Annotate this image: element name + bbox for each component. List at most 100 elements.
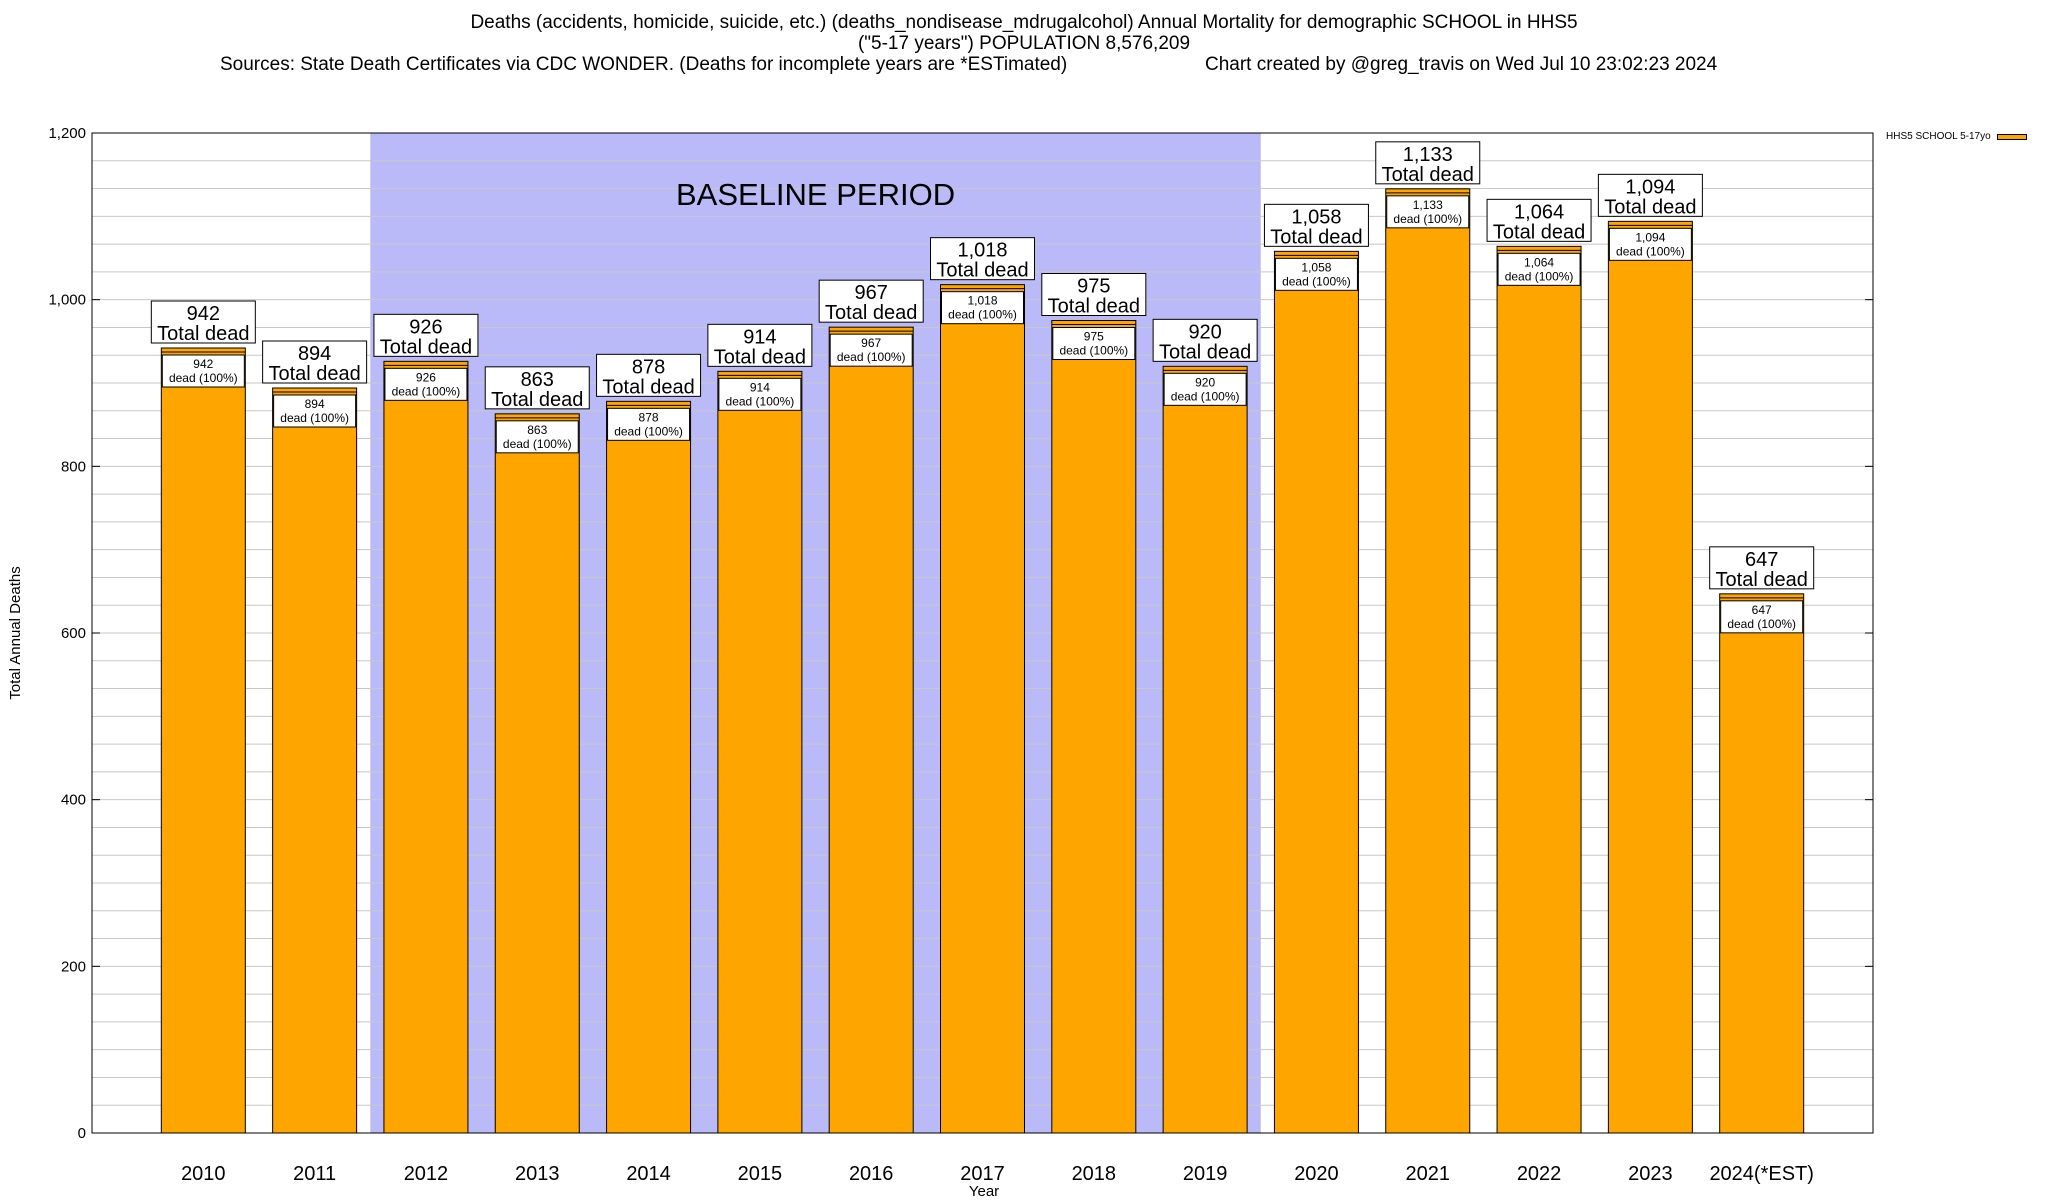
- bar: [1719, 593, 1805, 1134]
- inner-label-text: dead (100%): [1059, 344, 1128, 358]
- inner-label-text: dead (100%): [1171, 389, 1240, 403]
- total-label-box: [150, 300, 256, 344]
- x-tick-label: 2013: [515, 1163, 560, 1185]
- total-label-text: Total dead: [825, 302, 917, 324]
- inner-label-box: [1608, 227, 1692, 261]
- inner-label-text: dead (100%): [1727, 617, 1796, 631]
- inner-label-value: 1,064: [1524, 255, 1554, 269]
- total-label-value: 975: [1077, 276, 1110, 298]
- inner-label-text: dead (100%): [1393, 212, 1462, 226]
- x-tick-label: 2016: [849, 1163, 894, 1185]
- x-tick-label: 2021: [1406, 1163, 1451, 1185]
- total-label-text: Total dead: [1048, 296, 1140, 318]
- total-label-box: [1041, 273, 1147, 316]
- x-tick-label: 2017: [960, 1163, 1005, 1185]
- total-label-value: 894: [298, 343, 331, 365]
- baseline-region-label: BASELINE PERIOD: [676, 177, 955, 212]
- x-tick-label: 2018: [1072, 1163, 1117, 1185]
- inner-label-box: [495, 420, 579, 454]
- inner-label-box: [1274, 257, 1358, 291]
- total-label-value: 942: [187, 303, 220, 325]
- bar: [1385, 188, 1471, 1134]
- total-label-text: Total dead: [936, 260, 1028, 282]
- total-label-text: Total dead: [157, 323, 249, 345]
- x-tick-label: 2019: [1183, 1163, 1228, 1185]
- inner-label-box: [941, 291, 1024, 325]
- bar: [160, 347, 246, 1134]
- total-label-text: Total dead: [380, 336, 472, 358]
- total-label-value: 863: [521, 369, 554, 391]
- inner-label-box: [1720, 600, 1804, 634]
- inner-label-text: dead (100%): [1505, 269, 1574, 283]
- y-axis-title: Total Annual Deaths: [7, 566, 24, 699]
- total-label-text: Total dead: [268, 363, 360, 385]
- bar: [494, 413, 580, 1134]
- inner-label-text: dead (100%): [503, 437, 572, 451]
- legend: HHS5 SCHOOL 5-17yo: [1886, 131, 2027, 142]
- inner-label-value: 1,133: [1413, 198, 1443, 212]
- inner-label-text: dead (100%): [948, 308, 1017, 322]
- bar: [940, 284, 1025, 1134]
- credit-text: Chart created by @greg_travis on Wed Jul…: [1205, 54, 1718, 75]
- total-label-text: Total dead: [1716, 569, 1808, 591]
- bar: [1273, 250, 1359, 1134]
- total-label-value: 1,094: [1625, 176, 1675, 198]
- y-tick-label: 200: [61, 958, 86, 975]
- inner-label-value: 1,018: [967, 294, 997, 308]
- inner-label-value: 1,094: [1635, 230, 1665, 244]
- chart-title-line-1: Deaths (accidents, homicide, suicide, et…: [470, 12, 1578, 33]
- total-label-box: [1597, 173, 1703, 217]
- total-label-value: 914: [743, 326, 776, 348]
- x-tick-label: 2015: [738, 1163, 783, 1185]
- x-tick-label: 2014: [626, 1163, 671, 1185]
- inner-label-text: dead (100%): [837, 350, 906, 364]
- bar: [272, 387, 358, 1134]
- inner-label-value: 967: [861, 336, 881, 350]
- inner-label-text: dead (100%): [169, 371, 238, 385]
- total-label-box: [1486, 198, 1592, 242]
- total-label-value: 647: [1745, 549, 1778, 571]
- inner-label-box: [384, 367, 468, 401]
- bar: [717, 370, 803, 1134]
- inner-label-value: 914: [750, 380, 770, 394]
- inner-label-value: 1,058: [1301, 260, 1331, 274]
- bar: [828, 326, 914, 1134]
- inner-label-box: [273, 394, 357, 428]
- bar: [1051, 320, 1137, 1134]
- total-label-box: [596, 353, 702, 397]
- x-tick-label: 2011: [293, 1163, 336, 1185]
- x-tick-label: 2010: [181, 1163, 226, 1185]
- inner-label-text: dead (100%): [1282, 274, 1351, 288]
- x-tick-label: 2023: [1628, 1163, 1673, 1185]
- x-tick-label: 2020: [1294, 1163, 1339, 1185]
- inner-label-value: 863: [527, 423, 547, 437]
- total-label-value: 1,058: [1291, 206, 1341, 228]
- inner-label-box: [1497, 252, 1581, 286]
- y-tick-label: 400: [61, 792, 86, 809]
- total-label-box: [1375, 141, 1481, 185]
- total-label-box: [373, 313, 479, 357]
- total-label-value: 967: [855, 282, 888, 304]
- chart-title-line-2: ("5-17 years") POPULATION 8,576,209: [857, 33, 1191, 54]
- inner-label-box: [607, 407, 691, 441]
- inner-label-text: dead (100%): [614, 424, 683, 438]
- total-label-box: [1152, 318, 1258, 362]
- y-tick-label: 1,000: [48, 292, 86, 309]
- inner-label-text: dead (100%): [726, 394, 795, 408]
- inner-label-value: 647: [1752, 603, 1772, 617]
- total-label-text: Total dead: [602, 376, 694, 398]
- total-label-text: Total dead: [1159, 341, 1251, 363]
- total-label-box: [818, 279, 924, 323]
- total-label-text: Total dead: [1493, 221, 1585, 243]
- bar: [1162, 365, 1248, 1134]
- total-label-value: 1,018: [957, 240, 1007, 262]
- bar: [606, 400, 692, 1134]
- total-label-value: 920: [1188, 321, 1221, 343]
- total-label-text: Total dead: [1382, 164, 1474, 186]
- total-label-box: [930, 237, 1035, 281]
- x-tick-label: 2022: [1517, 1163, 1562, 1185]
- inner-label-text: dead (100%): [280, 411, 349, 425]
- inner-label-value: 894: [305, 397, 325, 411]
- total-label-text: Total dead: [1270, 226, 1362, 248]
